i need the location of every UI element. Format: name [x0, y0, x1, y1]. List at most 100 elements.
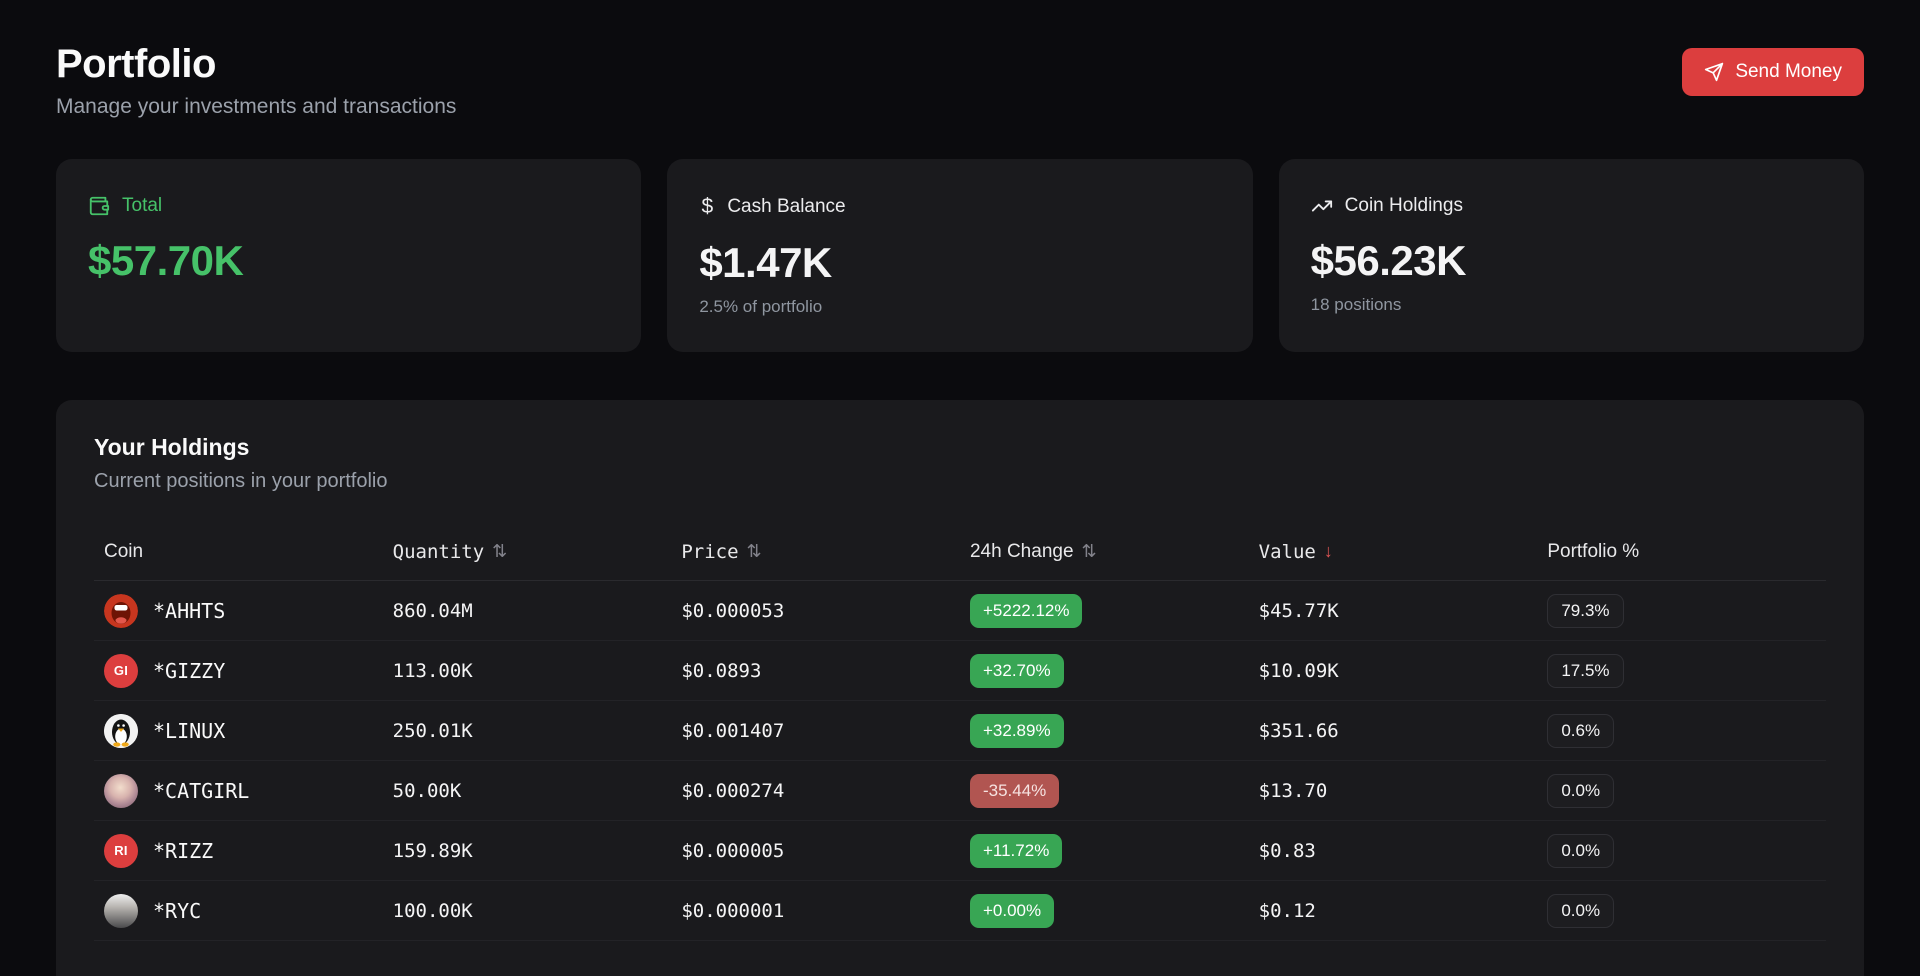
column-label: Quantity: [392, 540, 485, 563]
portfolio-pct-cell: 17.5%: [1537, 653, 1826, 688]
table-row[interactable]: *RYC 100.00K $0.000001 +0.00% $0.12 0.0%: [94, 881, 1826, 941]
portfolio-pct-cell: 79.3%: [1537, 593, 1826, 628]
send-money-button[interactable]: Send Money: [1682, 48, 1864, 96]
portfolio-pct-pill: 0.0%: [1547, 893, 1615, 928]
column-label: 24h Change: [969, 540, 1074, 562]
portfolio-pct-cell: 0.6%: [1537, 713, 1826, 748]
coin-symbol: *GIZZY: [153, 658, 226, 683]
holdings-table: Coin Quantity ⇅ Price ⇅ 24h Change ⇅ Val…: [94, 523, 1826, 941]
change-cell: -35.44%: [960, 773, 1249, 808]
price-cell: $0.000001: [681, 899, 785, 922]
sort-icon: ⇅: [492, 541, 508, 561]
price-cell: $0.000053: [681, 599, 785, 622]
coin-symbol: *CATGIRL: [153, 778, 250, 803]
change-cell: +11.72%: [960, 833, 1249, 868]
column-label: Coin: [104, 540, 144, 562]
page-header-text: Portfolio Manage your investments and tr…: [56, 42, 456, 119]
column-header-value[interactable]: Value ↓: [1249, 541, 1538, 563]
coin-avatar: GI: [104, 653, 138, 688]
value-cell: $351.66: [1258, 719, 1339, 742]
column-label: Value: [1258, 540, 1316, 563]
quantity-cell: 250.01K: [392, 719, 473, 742]
change-badge: -35.44%: [969, 773, 1060, 808]
quantity-cell: 159.89K: [392, 839, 473, 862]
coin-avatar: RI: [104, 833, 138, 868]
wallet-icon: [88, 195, 110, 217]
coin-cell: *AHHTS: [94, 593, 383, 628]
value-cell: $0.12: [1258, 899, 1316, 922]
trending-up-icon: [1311, 195, 1333, 217]
sort-icon: ⇅: [746, 541, 762, 561]
value-cell: $10.09K: [1258, 659, 1339, 682]
column-label: Price: [681, 540, 739, 563]
table-row[interactable]: *LINUX 250.01K $0.001407 +32.89% $351.66…: [94, 701, 1826, 761]
table-header-row: Coin Quantity ⇅ Price ⇅ 24h Change ⇅ Val…: [94, 523, 1826, 581]
stat-label: Coin Holdings: [1344, 195, 1463, 216]
change-badge: +5222.12%: [969, 593, 1083, 628]
quantity-cell: 100.00K: [392, 899, 473, 922]
coin-symbol: *LINUX: [153, 718, 226, 743]
coin-cell: *RYC: [94, 893, 383, 928]
stat-sublabel: 2.5% of portfolio: [699, 297, 823, 316]
send-icon: [1704, 62, 1724, 82]
column-label: Portfolio %: [1547, 540, 1640, 562]
change-badge: +32.89%: [969, 713, 1064, 748]
column-header-portfolio-pct: Portfolio %: [1537, 541, 1826, 563]
table-row[interactable]: RI *RIZZ 159.89K $0.000005 +11.72% $0.83…: [94, 821, 1826, 881]
price-cell: $0.000274: [681, 779, 785, 802]
stat-label: Cash Balance: [727, 196, 846, 217]
stat-value: $57.70K: [88, 237, 244, 284]
change-cell: +32.89%: [960, 713, 1249, 748]
stat-sublabel: 18 positions: [1310, 295, 1402, 314]
table-row[interactable]: *AHHTS 860.04M $0.000053 +5222.12% $45.7…: [94, 581, 1826, 641]
quantity-cell: 860.04M: [392, 599, 473, 622]
change-badge: +32.70%: [969, 653, 1064, 688]
coin-avatar: [104, 593, 138, 628]
coin-cell: *LINUX: [94, 713, 383, 748]
coin-avatar: [104, 773, 138, 808]
portfolio-pct-pill: 0.6%: [1547, 713, 1615, 748]
price-cell: $0.0893: [681, 659, 762, 682]
column-header-coin: Coin: [94, 541, 383, 563]
stat-card-cash-balance: $ Cash Balance $1.47K 2.5% of portfolio: [667, 159, 1253, 352]
coin-symbol: *RYC: [153, 898, 202, 923]
table-row[interactable]: GI *GIZZY 113.00K $0.0893 +32.70% $10.09…: [94, 641, 1826, 701]
quantity-cell: 113.00K: [392, 659, 473, 682]
column-header-price[interactable]: Price ⇅: [671, 541, 960, 563]
stat-cards: Total $57.70K $ Cash Balance $1.47K 2.5%…: [56, 159, 1864, 352]
column-header-24h-change[interactable]: 24h Change ⇅: [960, 541, 1249, 563]
change-cell: +32.70%: [960, 653, 1249, 688]
table-row[interactable]: *CATGIRL 50.00K $0.000274 -35.44% $13.70…: [94, 761, 1826, 821]
portfolio-pct-cell: 0.0%: [1537, 893, 1826, 928]
coin-cell: GI *GIZZY: [94, 653, 383, 688]
portfolio-pct-cell: 0.0%: [1537, 833, 1826, 868]
dollar-icon: $: [701, 195, 714, 218]
holdings-panel: Your Holdings Current positions in your …: [56, 400, 1864, 976]
stat-card-coin-holdings: Coin Holdings $56.23K 18 positions: [1278, 159, 1864, 352]
price-cell: $0.000005: [681, 839, 785, 862]
value-cell: $13.70: [1258, 779, 1328, 802]
portfolio-pct-cell: 0.0%: [1537, 773, 1826, 808]
change-badge: +11.72%: [969, 833, 1063, 868]
portfolio-pct-pill: 0.0%: [1547, 773, 1615, 808]
price-cell: $0.001407: [681, 719, 785, 742]
coin-cell: RI *RIZZ: [94, 833, 383, 868]
stat-value: $56.23K: [1310, 237, 1467, 284]
stat-label: Total: [122, 195, 163, 216]
sort-desc-icon: ↓: [1323, 541, 1333, 561]
page-subtitle: Manage your investments and transactions: [56, 95, 457, 118]
holdings-title: Your Holdings: [94, 434, 250, 460]
column-header-quantity[interactable]: Quantity ⇅: [383, 541, 672, 563]
coin-avatar: [104, 893, 138, 928]
portfolio-pct-pill: 0.0%: [1547, 833, 1615, 868]
quantity-cell: 50.00K: [392, 779, 462, 802]
coin-avatar: [104, 713, 138, 748]
change-badge: +0.00%: [969, 893, 1055, 928]
stat-value: $1.47K: [699, 239, 832, 286]
stat-card-total: Total $57.70K: [56, 159, 642, 352]
portfolio-pct-pill: 17.5%: [1547, 653, 1624, 688]
coin-cell: *CATGIRL: [94, 773, 383, 808]
coin-symbol: *RIZZ: [153, 838, 214, 863]
portfolio-pct-pill: 79.3%: [1547, 593, 1624, 628]
